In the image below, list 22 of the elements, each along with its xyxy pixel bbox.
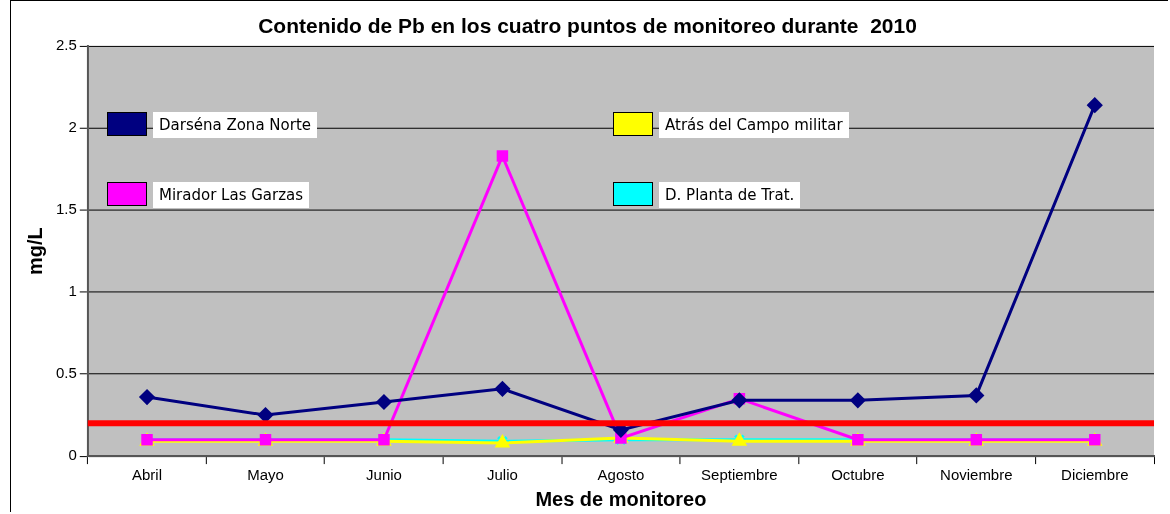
legend-label: D. Planta de Trat.	[659, 182, 801, 208]
y-tick-label: 1	[68, 282, 77, 300]
legend-label: Atrás del Campo militar	[659, 112, 849, 138]
y-tick-label: 0.5	[55, 364, 77, 382]
x-tick-label: Octubre	[831, 466, 885, 484]
y-tick-label: 1.5	[55, 200, 77, 218]
x-tick-label: Noviembre	[940, 466, 1013, 484]
y-tick-label: 2.5	[55, 36, 77, 54]
x-tick-label: Abril	[132, 466, 163, 484]
y-tick-label: 0	[68, 446, 77, 464]
x-tick-label: Diciembre	[1061, 466, 1129, 484]
x-tick-label: Julio	[487, 466, 518, 484]
chart-title: Contenido de Pb en los cuatro puntos de monitoreo durante 2010	[258, 14, 917, 38]
x-tick-label: Junio	[366, 466, 402, 484]
y-tick-label: 2	[68, 118, 77, 136]
x-axis-title: Mes de monitoreo	[535, 487, 707, 510]
x-tick-label: Septiembre	[701, 466, 778, 484]
legend-label: Mirador Las Garzas	[153, 182, 310, 208]
x-tick-label: Agosto	[597, 466, 645, 484]
legend-label: Darséna Zona Norte	[153, 112, 318, 138]
y-axis-title: mg/L	[24, 227, 47, 275]
x-tick-label: Mayo	[247, 466, 284, 484]
